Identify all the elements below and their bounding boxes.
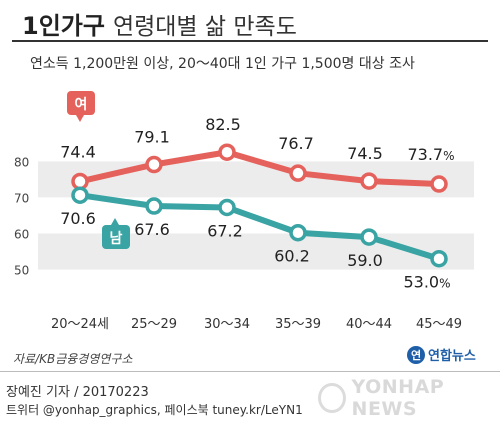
y-tick-label: 50 bbox=[14, 264, 29, 278]
data-label: 82.5 bbox=[205, 115, 241, 134]
x-tick-label: 30～34 bbox=[204, 317, 250, 332]
x-tick-label: 45～49 bbox=[416, 317, 462, 332]
y-tick-label: 80 bbox=[14, 155, 29, 169]
author-credit: 장예진 기자 / 20170223 bbox=[6, 385, 149, 400]
data-label: 67.2 bbox=[207, 221, 243, 240]
data-point bbox=[71, 186, 89, 204]
grid-band bbox=[38, 125, 474, 162]
data-point bbox=[71, 172, 89, 191]
data-label: 59.0 bbox=[347, 251, 383, 270]
yonhap-logo: 연 연합뉴스 bbox=[407, 345, 476, 364]
title-light: 연령대별 삶 만족도 bbox=[112, 14, 297, 40]
series-line-male bbox=[77, 192, 442, 262]
data-point bbox=[430, 175, 448, 193]
data-point bbox=[218, 198, 236, 217]
x-tick-label: 20～24세 bbox=[51, 317, 109, 332]
unit-label: % bbox=[443, 149, 454, 163]
data-label: 73.7% bbox=[407, 145, 454, 164]
logo-text: 연합뉴스 bbox=[428, 349, 476, 364]
legend-male-label: 남 bbox=[110, 230, 123, 247]
line-chart: 50 60 70 80 20～24세 25～29 30～34 35～39 40～44 45～49 7… bbox=[14, 91, 474, 332]
legend-male-badge bbox=[102, 225, 130, 249]
watermark-text: YONHAP NEWS bbox=[351, 376, 445, 420]
data-label: 67.6 bbox=[134, 220, 170, 239]
y-tick-label: 60 bbox=[14, 227, 29, 241]
logo-icon: 연 bbox=[407, 345, 425, 364]
title-bold: 1인가구 bbox=[22, 12, 105, 40]
data-point bbox=[430, 249, 448, 268]
title-divider bbox=[12, 40, 488, 42]
data-point bbox=[289, 164, 307, 182]
page-title: 1인가구 연령대별 삶 만족도 bbox=[22, 6, 297, 40]
watermark-icon bbox=[318, 383, 346, 413]
subtitle: 연소득 1,200만원 이상, 20～40대 1인 가구 1,500명 대상 조… bbox=[30, 56, 415, 72]
series-line-female bbox=[77, 149, 442, 188]
watermark: YONHAP NEWS bbox=[318, 376, 500, 420]
data-point bbox=[360, 172, 378, 190]
data-point bbox=[289, 223, 307, 242]
data-point bbox=[218, 143, 236, 161]
y-tick-label: 70 bbox=[14, 191, 29, 205]
legend-female-label: 여 bbox=[75, 96, 88, 113]
data-point bbox=[145, 155, 163, 174]
data-label: 70.6 bbox=[60, 209, 96, 228]
source-note: 자료/KB금융경영연구소 bbox=[13, 352, 133, 366]
x-tick-label: 25～29 bbox=[131, 317, 177, 332]
x-tick-label: 35～39 bbox=[275, 317, 321, 332]
data-label: 76.7 bbox=[278, 134, 314, 153]
grid-band bbox=[38, 161, 474, 198]
data-point bbox=[360, 228, 378, 246]
data-label: 74.5 bbox=[347, 144, 383, 163]
legend-female-pointer bbox=[76, 115, 84, 122]
footer-divider bbox=[0, 371, 500, 372]
data-label: 79.1 bbox=[134, 128, 170, 147]
data-label: 74.4 bbox=[60, 142, 96, 161]
legend-male-pointer bbox=[111, 218, 119, 225]
legend-female-badge bbox=[67, 91, 95, 115]
data-label: 60.2 bbox=[274, 247, 310, 266]
x-tick-label: 40～44 bbox=[346, 317, 392, 332]
data-label: 53.0% bbox=[403, 273, 450, 292]
unit-label: % bbox=[439, 277, 450, 291]
data-point bbox=[145, 197, 163, 215]
social-credit: 트위터 @yonhap_graphics, 페이스북 tuney.kr/LeYN… bbox=[6, 403, 303, 417]
